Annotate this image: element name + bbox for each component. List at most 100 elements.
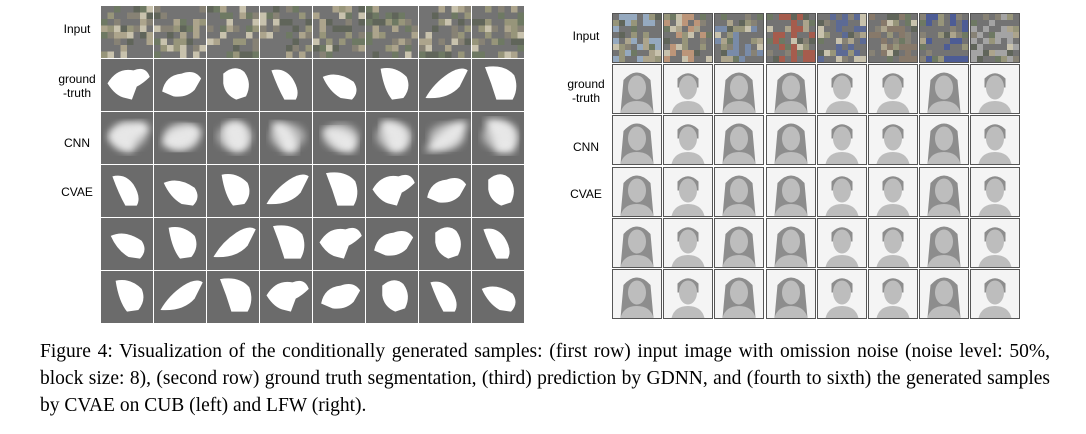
cub-cvae-3-cell [472,271,524,323]
cub-image-grid [101,6,524,323]
caption-text: Visualization of the conditionally gener… [40,341,1050,416]
lfw-cvae-3-cell [868,269,918,319]
cub-cvae-2-cell [472,218,524,270]
cub-input-cell [366,6,418,58]
lfw-cvae-3-cell [663,269,714,319]
lfw-cvae-3-cell [714,269,765,319]
lfw-input-cell [663,13,714,63]
left-label-cvae: CVAE [61,185,93,199]
lfw-cvae-1-cell [714,166,765,217]
lfw-cnn-cell [816,115,867,166]
right-label-ground-truth: ground -truth [567,77,605,105]
lfw-cvae-1-cell [612,166,662,217]
cub-cvae-1-cell [419,165,471,217]
lfw-cnn-cell [612,115,662,166]
cub-cvae-1-cell [260,165,312,217]
lfw-cvae-3-cell [612,269,662,319]
cub-cvae-3-cell [313,271,365,323]
lfw-cvae-3-cell [919,269,970,319]
cub-cnn-cell [154,112,206,164]
cub-cvae-1-cell [366,165,418,217]
cub-cvae-2-cell [154,218,206,270]
lfw-cvae-2-cell [919,217,970,268]
lfw-input-cell [612,13,662,63]
cub-cnn-cell [260,112,312,164]
lfw-cvae-1-cell [816,166,867,217]
figure-4: Input ground -truth CNN CVAE Input groun… [58,6,1021,323]
lfw-input-cell [765,13,816,63]
right-label-cvae: CVAE [570,187,602,201]
lfw-input-cell [714,13,765,63]
cub-cvae-2-cell [313,218,365,270]
cub-cvae-3-cell [419,271,471,323]
lfw-cvae-3-cell [816,269,867,319]
lfw-cvae-2-cell [714,217,765,268]
lfw-cnn-cell [919,115,970,166]
lfw-cnn-cell [970,115,1021,166]
lfw-cvae-1-cell [663,166,714,217]
lfw-image-grid [612,13,1021,323]
cub-cvae-3-cell [366,271,418,323]
cub-ground-truth-cell [313,59,365,111]
lfw-cvae-1-cell [919,166,970,217]
lfw-cvae-1-cell [970,166,1021,217]
cub-cnn-cell [313,112,365,164]
lfw-cvae-1-cell [765,166,816,217]
lfw-cvae-2-cell [816,217,867,268]
lfw-cvae-2-cell [765,217,816,268]
cub-input-cell [313,6,365,58]
cub-cnn-cell [366,112,418,164]
cub-cvae-1-cell [101,165,153,217]
cub-ground-truth-cell [154,59,206,111]
cub-cvae-2-cell [260,218,312,270]
cub-ground-truth-cell [472,59,524,111]
lfw-cvae-2-cell [612,217,662,268]
lfw-ground-truth-cell [765,64,816,115]
lfw-cvae-2-cell [663,217,714,268]
cub-cvae-2-cell [101,218,153,270]
lfw-cvae-2-cell [868,217,918,268]
lfw-ground-truth-cell [970,64,1021,115]
lfw-cnn-cell [868,115,918,166]
cub-cvae-3-cell [154,271,206,323]
cub-cvae-2-cell [207,218,259,270]
lfw-cvae-3-cell [765,269,816,319]
lfw-input-cell [970,13,1021,63]
figure-number: Figure 4: [40,341,113,362]
cub-ground-truth-cell [101,59,153,111]
lfw-input-cell [919,13,970,63]
lfw-ground-truth-cell [816,64,867,115]
cub-input-cell [260,6,312,58]
lfw-cnn-cell [765,115,816,166]
cub-cvae-1-cell [207,165,259,217]
cub-input-cell [101,6,153,58]
cub-cnn-cell [101,112,153,164]
left-label-input: Input [63,22,91,36]
lfw-ground-truth-cell [663,64,714,115]
lfw-cnn-cell [663,115,714,166]
cub-ground-truth-cell [207,59,259,111]
cub-cvae-1-cell [154,165,206,217]
cub-cnn-cell [207,112,259,164]
cub-input-cell [419,6,471,58]
cub-cvae-1-cell [313,165,365,217]
lfw-ground-truth-cell [612,64,662,115]
cub-cvae-2-cell [366,218,418,270]
cub-input-cell [207,6,259,58]
cub-cnn-cell [472,112,524,164]
right-label-input: Input [572,29,600,43]
lfw-input-cell [816,13,867,63]
lfw-cvae-1-cell [868,166,918,217]
left-label-cnn: CNN [64,136,90,150]
cub-ground-truth-cell [419,59,471,111]
lfw-ground-truth-cell [868,64,918,115]
cub-input-cell [154,6,206,58]
lfw-input-cell [868,13,918,63]
cub-ground-truth-cell [260,59,312,111]
lfw-cvae-3-cell [970,269,1021,319]
cub-cvae-2-cell [419,218,471,270]
cub-ground-truth-cell [366,59,418,111]
cub-cvae-3-cell [260,271,312,323]
lfw-cvae-2-cell [970,217,1021,268]
lfw-ground-truth-cell [714,64,765,115]
